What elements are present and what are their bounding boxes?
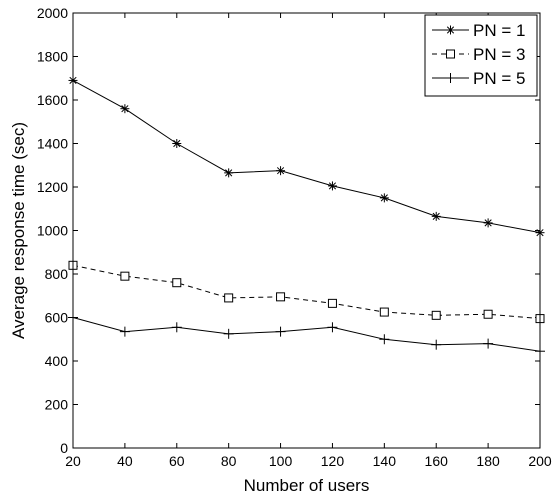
data-point bbox=[327, 298, 337, 308]
marker-stroke bbox=[276, 167, 285, 175]
x-tick-label: 80 bbox=[221, 453, 237, 469]
legend-marker bbox=[446, 49, 455, 59]
series-2 bbox=[68, 260, 545, 324]
data-point bbox=[171, 322, 182, 333]
legend-marker bbox=[446, 25, 455, 35]
marker-stroke bbox=[380, 194, 388, 202]
data-point bbox=[172, 139, 182, 148]
series-layer bbox=[68, 75, 545, 357]
x-tick-label: 20 bbox=[65, 453, 81, 469]
x-tick-label: 140 bbox=[373, 453, 397, 469]
legend-label: PN = 1 bbox=[473, 21, 525, 40]
plot-frame bbox=[72, 12, 541, 449]
x-tick-label: 180 bbox=[476, 453, 500, 469]
legend: PN = 1 PN = 3 PN = 5 bbox=[424, 14, 538, 97]
marker-stroke bbox=[484, 219, 492, 227]
data-point bbox=[275, 326, 286, 337]
x-axis-label: Number of users bbox=[244, 476, 370, 495]
series-line bbox=[72, 317, 541, 352]
legend-entry: PN = 5 bbox=[432, 69, 525, 88]
y-tick-label: 1400 bbox=[37, 136, 68, 152]
y-tick-label: 1000 bbox=[37, 223, 68, 239]
series-line bbox=[72, 79, 541, 234]
x-tick-label: 160 bbox=[425, 453, 449, 469]
marker-stroke bbox=[446, 26, 455, 34]
y-tick-label: 1200 bbox=[37, 179, 68, 195]
series-line bbox=[72, 264, 541, 320]
legend-entry: PN = 3 bbox=[432, 45, 525, 64]
x-tick-label: 120 bbox=[321, 453, 345, 469]
data-point bbox=[379, 307, 389, 317]
data-point bbox=[120, 271, 130, 281]
y-tick-label: 600 bbox=[45, 310, 69, 326]
data-point bbox=[327, 322, 338, 333]
axis-ticks: 20 40 60 80 100 120 140 160 180 20002004006008001… bbox=[37, 5, 552, 469]
legend-marker bbox=[445, 73, 456, 83]
y-tick-label: 1800 bbox=[37, 49, 68, 65]
x-tick-label: 200 bbox=[528, 453, 552, 469]
data-point bbox=[276, 292, 286, 302]
data-point bbox=[483, 309, 493, 319]
marker-stroke bbox=[432, 212, 440, 220]
marker-stroke bbox=[121, 105, 129, 113]
data-point bbox=[379, 334, 390, 345]
marker-stroke bbox=[173, 139, 181, 148]
data-point bbox=[172, 278, 182, 288]
data-point bbox=[379, 193, 389, 203]
data-point bbox=[119, 326, 130, 337]
legend-label: PN = 5 bbox=[473, 69, 525, 88]
data-point bbox=[120, 104, 130, 114]
data-point bbox=[431, 339, 442, 350]
y-axis-label: Average response time (sec) bbox=[9, 122, 28, 339]
data-point bbox=[224, 293, 234, 303]
y-tick-label: 2000 bbox=[37, 5, 68, 21]
series-1 bbox=[68, 75, 545, 238]
data-point bbox=[223, 328, 234, 339]
data-point bbox=[483, 338, 494, 349]
y-tick-label: 400 bbox=[45, 353, 69, 369]
x-tick-label: 60 bbox=[169, 453, 185, 469]
x-tick-label: 40 bbox=[117, 453, 133, 469]
data-point bbox=[431, 310, 441, 320]
data-point bbox=[483, 218, 493, 228]
y-tick-label: 1600 bbox=[37, 92, 68, 108]
data-point bbox=[224, 168, 234, 178]
y-tick-label: 800 bbox=[45, 266, 69, 282]
y-tick-label: 0 bbox=[60, 440, 68, 456]
y-tick-label: 200 bbox=[45, 397, 69, 413]
x-tick-label: 100 bbox=[269, 453, 293, 469]
legend-label: PN = 3 bbox=[473, 45, 525, 64]
marker-stroke bbox=[225, 169, 233, 177]
data-point bbox=[276, 166, 286, 176]
legend-box bbox=[424, 14, 538, 97]
data-point bbox=[431, 211, 441, 221]
legend-entry: PN = 1 bbox=[432, 21, 525, 40]
marker-stroke bbox=[328, 182, 337, 190]
data-point bbox=[327, 181, 337, 191]
series-3 bbox=[68, 312, 545, 357]
